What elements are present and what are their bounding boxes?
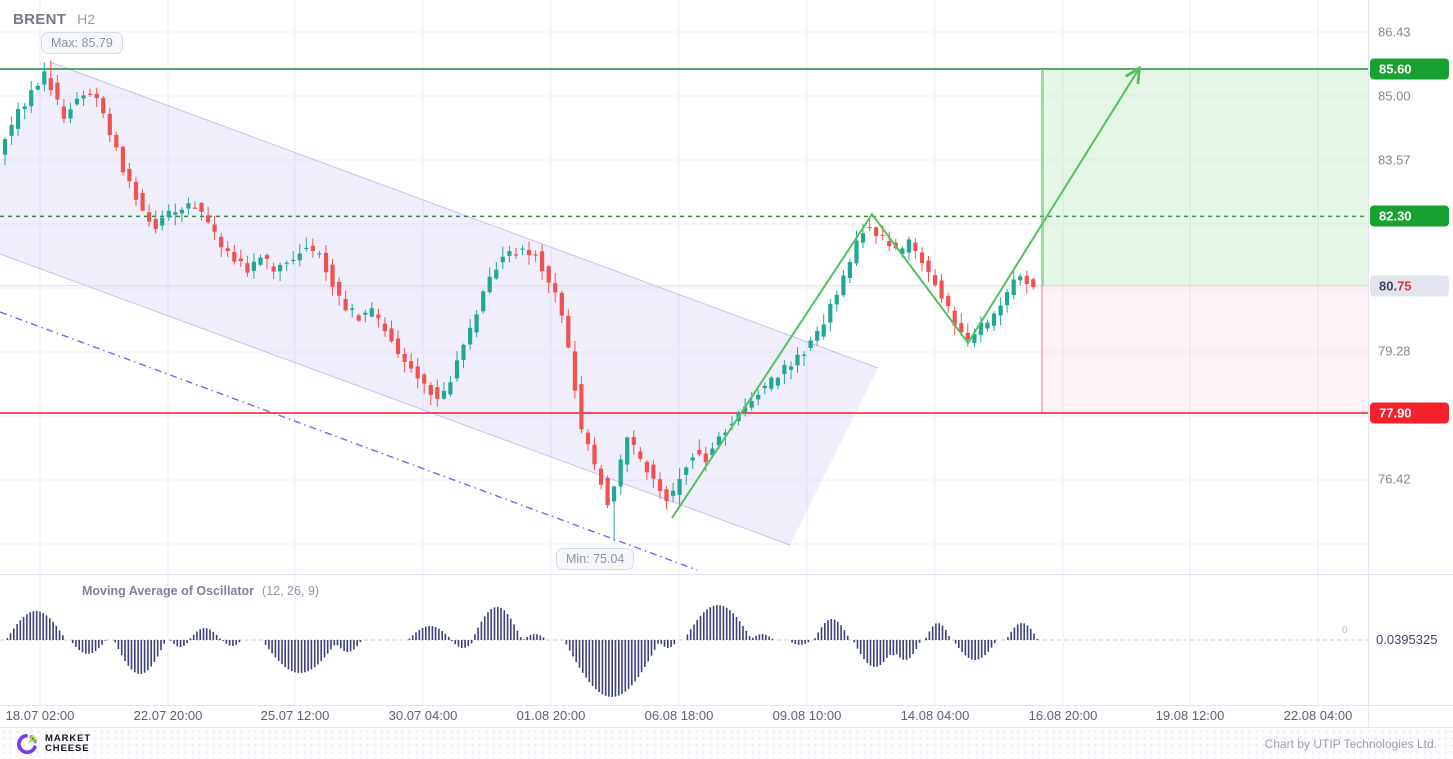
brand-name-bottom: CHEESE [45,742,90,754]
indicator-title: Moving Average of Oscillator (12, 26, 9) [82,584,319,598]
time-axis-label: 06.08 18:00 [644,708,714,723]
price-axis-tick: 79.28 [1378,343,1411,359]
brand-name-top: MARKET [45,732,92,744]
indicator-zero-label: 0 [1342,625,1348,636]
time-axis-label: 09.08 10:00 [772,708,842,723]
indicator-name: Moving Average of Oscillator [82,584,255,598]
time-axis-label: 18.07 02:00 [5,708,75,723]
time-axis-label: 14.08 04:00 [900,708,970,723]
time-axis-label: 25.07 12:00 [260,708,330,723]
time-axis-label: 22.08 04:00 [1283,708,1353,723]
price-axis-tick: 76.42 [1378,471,1411,487]
time-axis-label: 01.08 20:00 [516,708,586,723]
price-level-badge: 80. 75 [1370,275,1449,297]
symbol-name: BRENT [13,11,67,28]
symbol-title: BRENT H2 [13,11,95,28]
price-level-badge: 77.90 [1370,402,1449,424]
price-level-badge: 82.30 [1370,205,1449,227]
min-price-tooltip: Min: 75.04 [556,548,635,570]
price-axis-tick: 86.43 [1378,24,1411,40]
price-axis-tick: 83.57 [1378,152,1411,168]
indicator-value: 0.0395325 [1376,632,1438,647]
price-level-badge: 85.60 [1370,58,1449,80]
time-axis-label: 30.07 04:00 [388,708,458,723]
timeframe-label: H2 [77,11,96,27]
brand-logo: MARKET CHEESE [16,733,91,755]
footer-bar: MARKET CHEESE Chart by UTIP Technologies… [0,727,1453,759]
pie-logo-icon [17,733,38,754]
chart-credit: Chart by UTIP Technologies Ltd. [1264,736,1437,751]
max-price-tooltip: Max: 85.79 [41,32,123,54]
brand-name: MARKET CHEESE [45,732,92,754]
time-axis-label: 22.07 20:00 [133,708,203,723]
time-axis-label: 19.08 12:00 [1155,708,1225,723]
indicator-params: (12, 26, 9) [262,584,320,598]
time-axis-label: 16.08 20:00 [1028,708,1098,723]
price-axis-tick: 85.00 [1378,88,1411,104]
